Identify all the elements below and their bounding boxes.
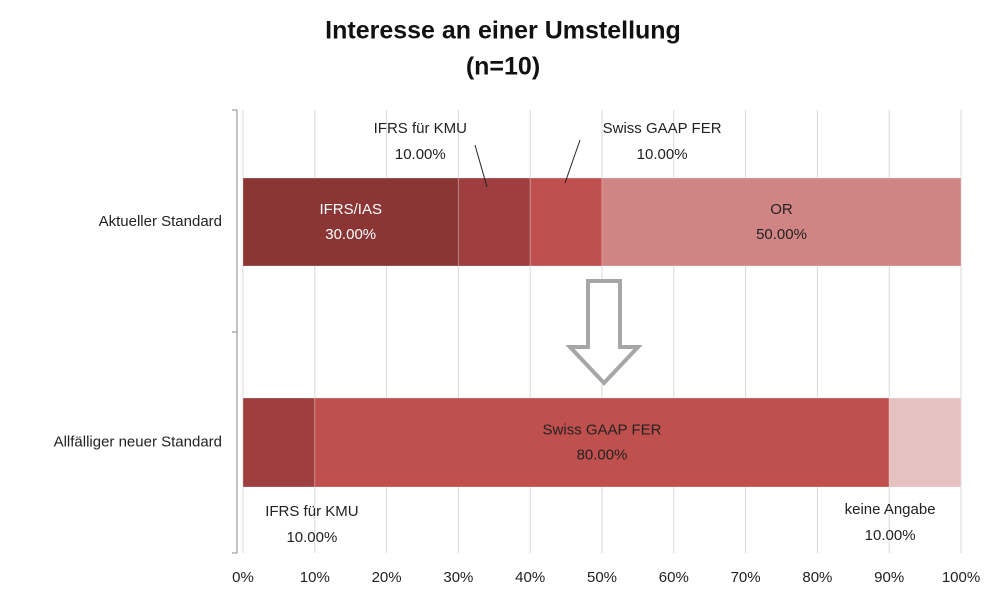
x-tick-label: 100% — [942, 569, 980, 586]
data-label-value: 80.00% — [577, 446, 628, 463]
arrow — [565, 279, 643, 386]
chart-title: Interesse an einer Umstellung — [325, 17, 681, 45]
data-label-name: IFRS für KMU — [265, 503, 358, 520]
bar-segment — [314, 397, 890, 488]
data-label-value: 10.00% — [286, 529, 337, 546]
x-tick-label: 50% — [587, 569, 617, 586]
x-tick-label: 80% — [802, 569, 832, 586]
category-label: Aktueller Standard — [99, 213, 222, 230]
bar-segment — [242, 397, 316, 488]
bar-segment — [242, 177, 459, 267]
x-tick-label: 90% — [874, 569, 904, 586]
data-label-value: 50.00% — [756, 226, 807, 243]
chart-subtitle: (n=10) — [466, 53, 540, 81]
labels: 0% 10% 20% 30% 40% 50% 60% 70% 80% 90% 100% Aktuell… — [54, 120, 981, 586]
x-tick-label: 10% — [300, 569, 330, 586]
data-label-name: IFRS/IAS — [319, 201, 382, 218]
data-label-name: OR — [770, 201, 793, 218]
bars — [242, 177, 962, 488]
data-label-value: 10.00% — [637, 146, 688, 163]
x-tick-label: 20% — [372, 569, 402, 586]
category-label: Allfälliger neuer Standard — [54, 433, 222, 450]
data-label-name: keine Angabe — [845, 501, 936, 518]
bar-segment — [601, 177, 962, 267]
bar-segment — [529, 177, 603, 267]
bar-segment — [888, 397, 962, 488]
x-tick-label: 60% — [659, 569, 689, 586]
x-tick-label: 70% — [731, 569, 761, 586]
leader-line — [564, 139, 581, 184]
bar-segment — [457, 177, 531, 267]
data-label-name: Swiss GAAP FER — [603, 120, 722, 137]
leader-line — [474, 144, 488, 188]
x-tick-label: 0% — [232, 569, 254, 586]
x-tick-label: 40% — [515, 569, 545, 586]
data-label-name: Swiss GAAP FER — [543, 421, 662, 438]
data-label-name: IFRS für KMU — [374, 120, 467, 137]
x-tick-label: 30% — [443, 569, 473, 586]
data-label-value: 10.00% — [865, 527, 916, 544]
data-label-value: 10.00% — [395, 146, 446, 163]
data-label-value: 30.00% — [325, 226, 376, 243]
